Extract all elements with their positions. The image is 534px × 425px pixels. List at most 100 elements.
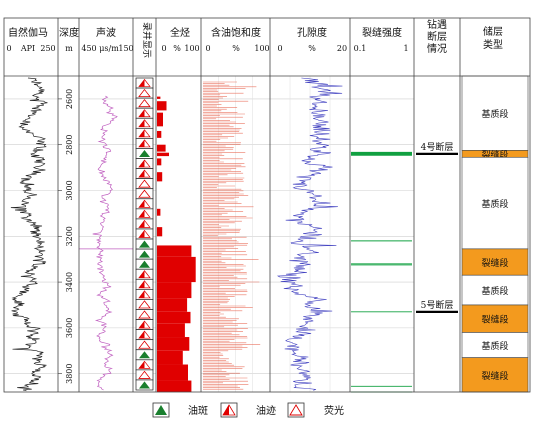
fluorescence-icon [138, 98, 151, 108]
reservoir-interval [461, 304, 529, 333]
reservoir-title-2: 类型 [483, 38, 503, 51]
total-gas-bar [157, 364, 188, 381]
oil-spot-icon [139, 240, 150, 248]
reservoir-interval-label: 基质段 [481, 108, 508, 120]
reservoir-interval-label: 基质段 [481, 198, 508, 210]
total-gas-bar [157, 298, 188, 312]
gamma-scale-unit: API [20, 44, 35, 53]
depth-title: 深度 [59, 26, 79, 39]
frame [3, 17, 531, 393]
oil-trace-fill [139, 139, 145, 147]
gamma-title: 自然伽马 [8, 26, 48, 39]
oil-trace-fill [139, 109, 145, 117]
legend: 油斑 油迹 荧光 [152, 402, 344, 418]
legend-fluorescence-icon [287, 402, 305, 418]
fracture-scale-min: 0.1 [354, 44, 367, 53]
fault-track: 4号断层 5号断层 [416, 141, 458, 313]
gamma-scale-max: 250 [40, 44, 55, 53]
oilsat-scale-max: 100 [254, 44, 269, 53]
total-gas-bar [157, 256, 196, 283]
oil-trace-fill [139, 210, 145, 218]
reservoir-interval [461, 156, 529, 250]
porosity-title: 孔隙度 [297, 26, 327, 39]
oilsat-scale-min: 0 [205, 44, 210, 53]
oil-trace-fill [139, 129, 145, 137]
fracture-scale-max: 1 [403, 44, 408, 53]
legend-oil-trace-label: 油迹 [256, 404, 276, 417]
oil-spot-icon [139, 351, 150, 359]
gamma-scale-min: 0 [6, 44, 11, 53]
porosity-curve [276, 77, 343, 391]
shows-title: 录井显示 [141, 22, 153, 58]
total-gas-bar [157, 144, 166, 152]
legend-oil-trace-icon [220, 402, 238, 418]
legend-fluorescence-label: 荧光 [324, 404, 344, 417]
faults-title-3: 情况 [427, 42, 447, 55]
total-gas-bar [157, 96, 161, 99]
fault-label: 5号断层 [421, 299, 454, 311]
depth-tick-label: 2800 [65, 135, 74, 155]
depth-tick-label: 3600 [65, 318, 74, 338]
fluorescence-icon [138, 189, 151, 198]
total-gas-bar [157, 112, 163, 127]
gas-scale-unit: % [173, 44, 181, 53]
sonic-scale-min: 450 [81, 44, 96, 53]
gamma-curve [10, 77, 48, 392]
total-gas-bar [157, 380, 192, 392]
gas-scale-min: 0 [161, 44, 166, 53]
reservoir-interval-label: 裂缝段 [481, 314, 508, 326]
reservoir-interval-label: 基质段 [481, 285, 508, 297]
total-gas-bar [157, 172, 163, 182]
total-gas-bar [157, 245, 192, 257]
oilsat-title: 含油饱和度 [211, 26, 261, 39]
depth-axis: 2600 2800 3000 3200 3400 3600 3800 [58, 89, 74, 384]
fluorescence-icon [138, 300, 151, 309]
porosity-scale-max: 20 [337, 44, 347, 53]
gas-scale-max: 100 [184, 44, 199, 53]
shows-track [135, 77, 154, 391]
total-gas-bar [157, 158, 162, 166]
sonic-scale-max: 150 [118, 44, 133, 53]
total-gas-bar [157, 227, 163, 237]
reservoir-title-1: 储层 [483, 25, 503, 38]
legend-oil-spot-icon [152, 402, 170, 418]
total-gas-bar [157, 130, 162, 138]
reservoir-interval-label: 裂缝段 [481, 257, 508, 269]
oil-trace-fill [139, 119, 145, 127]
porosity-scale-min: 0 [277, 44, 282, 53]
oil-spot-icon [139, 260, 150, 268]
depth-tick-label: 2600 [65, 89, 74, 109]
oil-trace-fill [139, 160, 145, 168]
gas-title: 全烃 [170, 26, 190, 39]
total-gas-bar [157, 323, 185, 338]
fracture-title: 裂缝强度 [362, 26, 402, 39]
oil-trace-fill [139, 230, 145, 238]
reservoir-interval [461, 274, 529, 306]
depth-tick-label: 3400 [65, 272, 74, 292]
depth-tick-label: 3000 [65, 180, 74, 200]
oilsat-scale-unit: % [232, 44, 240, 53]
oil-spot-icon [139, 250, 150, 258]
total-gas-bar [157, 101, 167, 111]
total-gas-bar [157, 311, 191, 324]
porosity-scale-unit: % [308, 44, 316, 53]
oil-trace-fill [139, 170, 145, 178]
reservoir-interval-label: 基质段 [481, 340, 508, 352]
faults-title-2: 断层 [427, 30, 447, 43]
fluorescence-icon [138, 370, 151, 379]
fluorescence-icon [138, 179, 151, 188]
total-gas-bar [157, 152, 169, 157]
legend-oil-spot-label: 油斑 [188, 404, 208, 417]
fluorescence-icon [138, 88, 151, 98]
depth-tick-label: 3800 [65, 364, 74, 384]
faults-title-1: 钻遇 [427, 18, 447, 31]
depth-unit: m [65, 44, 73, 53]
reservoir-interval [461, 357, 529, 393]
sonic-curve [92, 95, 118, 391]
depth-tick-label: 3200 [65, 226, 74, 246]
reservoir-interval [461, 332, 529, 358]
fluorescence-icon [138, 310, 151, 319]
oil-trace-fill [139, 220, 145, 228]
